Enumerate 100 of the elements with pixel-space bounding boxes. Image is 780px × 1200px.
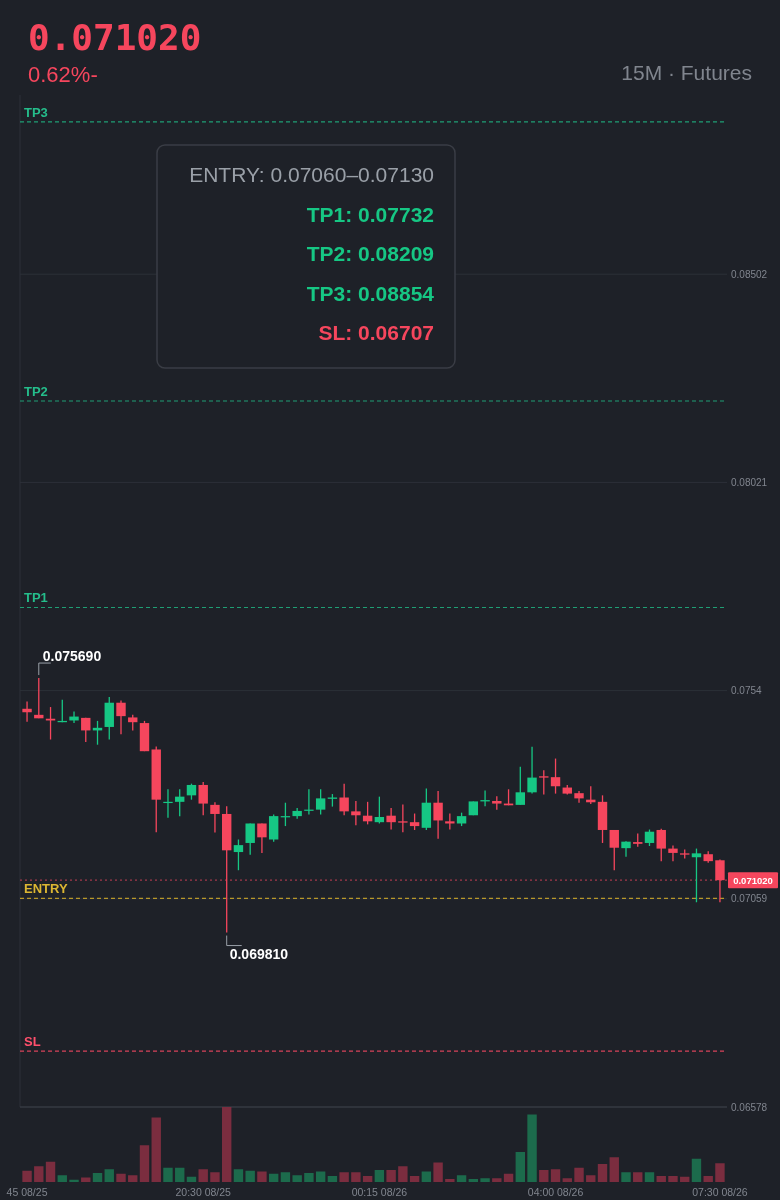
annotation: ENTRY: 0.07060–0.07130 [189, 163, 434, 186]
bar [621, 1172, 631, 1182]
bar [468, 1179, 479, 1182]
bar [175, 1167, 185, 1182]
annotation: 0.069810 [229, 945, 289, 962]
candlestick [374, 796, 385, 825]
y-tick-label: 0.08502 [731, 268, 768, 280]
candlestick [574, 790, 584, 804]
candlestick [339, 783, 349, 816]
candlestick [515, 766, 525, 806]
bar [257, 1171, 267, 1182]
candlestick [198, 781, 208, 816]
bar [151, 1117, 161, 1182]
bar [515, 1152, 525, 1182]
candlestick [163, 788, 173, 819]
bar [480, 1178, 490, 1182]
bar [703, 1176, 713, 1182]
bar [374, 1170, 385, 1182]
bar [34, 1166, 44, 1182]
bar [292, 1175, 302, 1182]
bar [644, 1172, 655, 1182]
candlestick [116, 699, 126, 735]
candlestick [268, 813, 279, 843]
candlestick [433, 790, 443, 840]
candlestick [539, 769, 549, 796]
bar [139, 1145, 150, 1182]
candlestick [609, 829, 619, 871]
x-tick-label: 20:30 08/25 [175, 1186, 232, 1198]
bar [633, 1172, 643, 1182]
candlestick [210, 801, 220, 834]
bar [104, 1169, 114, 1182]
bar [57, 1175, 67, 1182]
bar [362, 1176, 373, 1182]
bar [398, 1166, 408, 1182]
y-tick-label: 0.0754 [731, 685, 763, 697]
bar [715, 1163, 725, 1182]
bar [409, 1176, 420, 1182]
ref-line-label: ENTRY [24, 881, 68, 897]
bar [680, 1176, 690, 1182]
text: 15M · Futures [621, 61, 752, 84]
ref-line-label: TP1 [24, 590, 48, 606]
bar [315, 1171, 326, 1182]
candlestick [715, 858, 725, 903]
y-tick-label: 0.08021 [731, 476, 768, 488]
bar [245, 1170, 255, 1182]
bar [198, 1169, 208, 1182]
bar [327, 1176, 338, 1182]
candlestick [175, 788, 185, 817]
candlestick [691, 847, 702, 903]
bar [45, 1161, 56, 1182]
bar [339, 1172, 349, 1182]
candlestick [351, 800, 361, 826]
bar [527, 1114, 537, 1182]
candlestick [233, 838, 244, 871]
annotation: TP3: 0.08854 [306, 281, 435, 305]
bar [586, 1175, 596, 1182]
bar [128, 1175, 138, 1182]
bar [445, 1179, 455, 1182]
bar [656, 1176, 666, 1182]
bar [421, 1171, 432, 1182]
bar [186, 1176, 197, 1182]
bar [574, 1167, 584, 1182]
bar [69, 1179, 79, 1182]
candlestick [668, 844, 678, 862]
bar [233, 1169, 244, 1182]
candlestick [398, 803, 408, 833]
bar [550, 1169, 561, 1182]
candlestick [550, 757, 561, 795]
bar [386, 1170, 396, 1182]
bar [268, 1173, 279, 1182]
annotation: 0.075690 [42, 648, 102, 665]
chart-subtitle: 0.62%- [28, 62, 98, 87]
annotation: TP1: 0.07732 [306, 202, 434, 226]
x-tick-label: 00:15 08/26 [351, 1186, 408, 1198]
ref-line-label: TP2 [24, 384, 48, 400]
candlestick [257, 822, 267, 854]
bar [351, 1172, 361, 1182]
bar [210, 1172, 220, 1182]
candlestick [22, 700, 32, 723]
candlestick [81, 717, 91, 743]
bar [456, 1175, 467, 1182]
bar [562, 1178, 572, 1182]
annotation: TP2: 0.08209 [306, 242, 434, 265]
bar [280, 1172, 291, 1182]
bar [492, 1178, 502, 1182]
candlestick [315, 788, 326, 816]
bar [163, 1167, 173, 1182]
bar [597, 1164, 608, 1182]
x-tick-label: 45 08/25 [6, 1186, 48, 1198]
bar [668, 1176, 678, 1182]
bar [691, 1158, 702, 1182]
bar [22, 1170, 32, 1182]
candlestick [386, 807, 396, 831]
ref-line-label: SL [24, 1034, 41, 1050]
bar [433, 1162, 443, 1182]
candlestick [245, 822, 255, 856]
y-tick-label: 0.06578 [731, 1101, 768, 1113]
bar [92, 1173, 103, 1182]
bar [116, 1173, 126, 1182]
annotation: SL: 0.06707 [318, 321, 434, 344]
